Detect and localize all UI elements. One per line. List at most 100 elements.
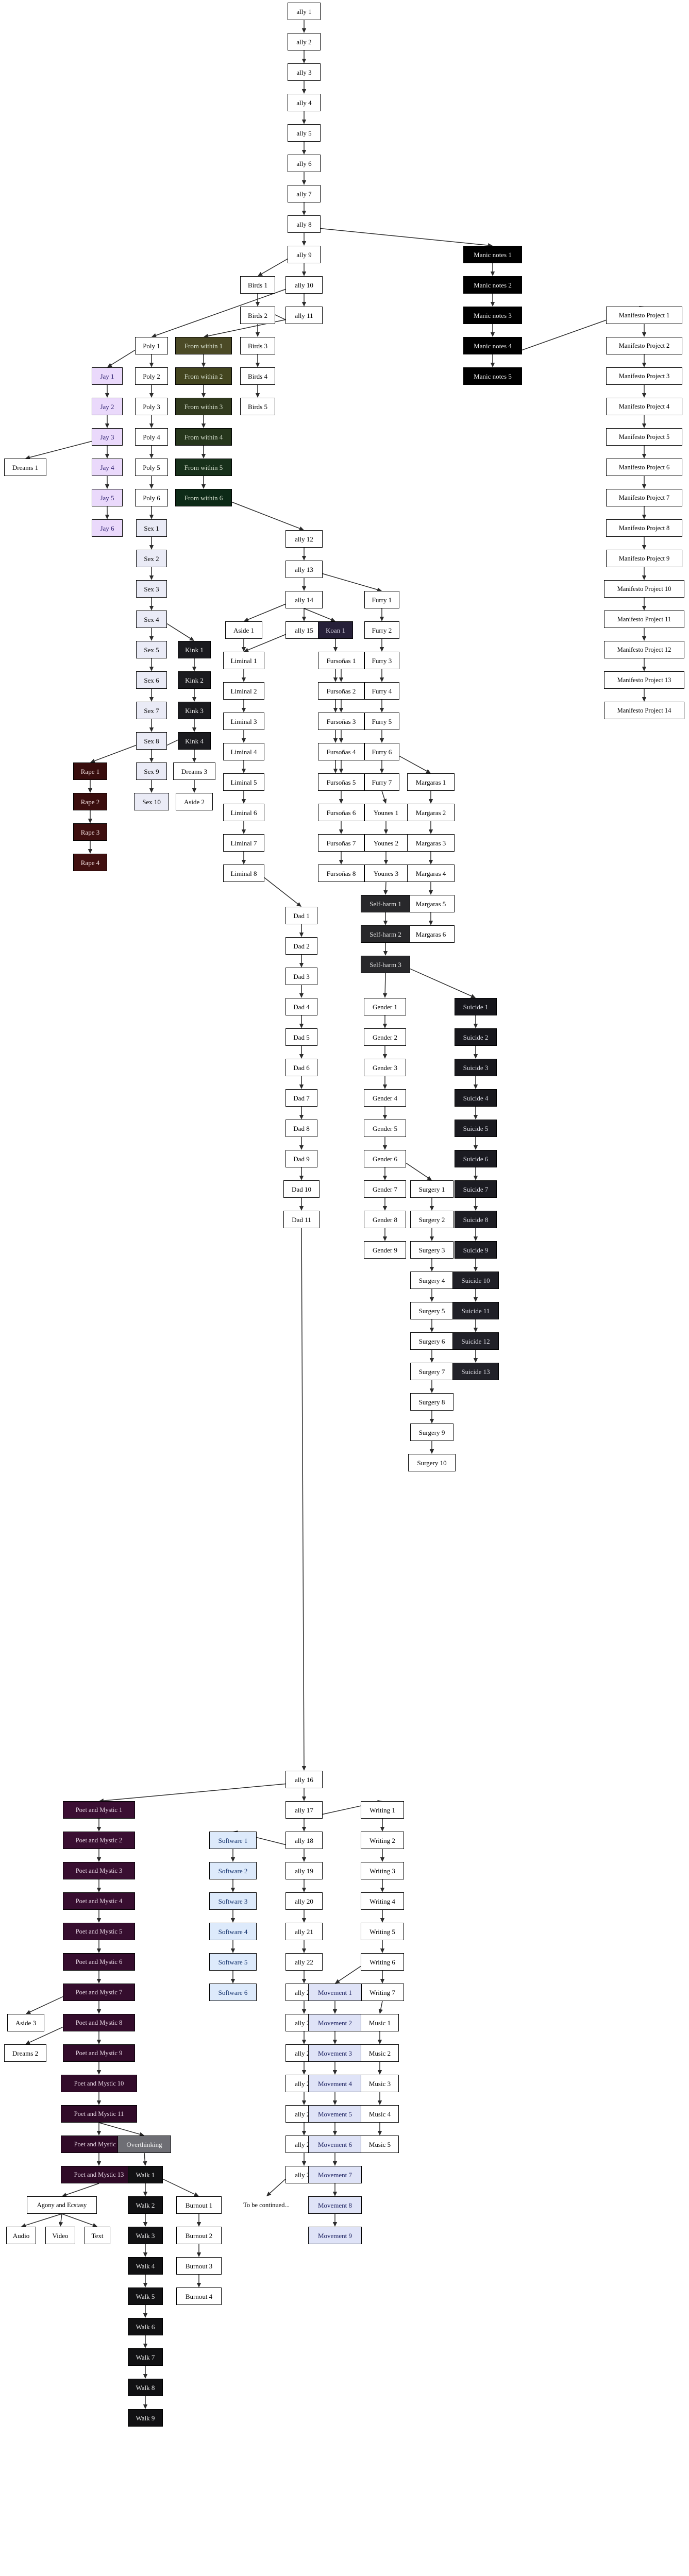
node-fw5[interactable]: From within 5 — [175, 459, 232, 476]
node-surg8[interactable]: Surgery 8 — [410, 1393, 453, 1411]
node-marg5[interactable]: Margaras 5 — [407, 895, 455, 912]
node-kink3[interactable]: Kink 3 — [178, 702, 211, 719]
node-tbc[interactable]: To be continued... — [233, 2196, 300, 2214]
node-fw1[interactable]: From within 1 — [175, 337, 232, 354]
node-mu4[interactable]: Music 4 — [361, 2105, 399, 2123]
node-surg7[interactable]: Surgery 7 — [410, 1363, 453, 1380]
node-dad10[interactable]: Dad 10 — [283, 1180, 320, 1198]
node-ally18[interactable]: ally 18 — [285, 1832, 323, 1849]
node-sui11[interactable]: Suicide 11 — [452, 1302, 499, 1319]
node-surg9[interactable]: Surgery 9 — [410, 1423, 453, 1441]
node-dreams1[interactable]: Dreams 1 — [4, 459, 46, 476]
node-gender7[interactable]: Gender 7 — [364, 1180, 406, 1198]
node-mani5[interactable]: Manifesto Project 5 — [606, 428, 682, 446]
node-surg10[interactable]: Surgery 10 — [408, 1454, 456, 1471]
node-surg4[interactable]: Surgery 4 — [410, 1272, 453, 1289]
node-gender6[interactable]: Gender 6 — [364, 1150, 406, 1167]
node-mani7[interactable]: Manifesto Project 7 — [606, 489, 682, 506]
node-pm4[interactable]: Poet and Mystic 4 — [63, 1892, 135, 1910]
node-walk8[interactable]: Walk 8 — [128, 2379, 163, 2396]
node-dad11[interactable]: Dad 11 — [283, 1211, 320, 1228]
node-walk6[interactable]: Walk 6 — [128, 2318, 163, 2335]
node-furry5[interactable]: Furry 5 — [364, 713, 399, 730]
node-sh2[interactable]: Self-harm 2 — [361, 925, 410, 943]
node-sex6[interactable]: Sex 6 — [136, 671, 167, 689]
node-lim4[interactable]: Liminal 4 — [223, 743, 264, 760]
node-ally19[interactable]: ally 19 — [285, 1862, 323, 1879]
node-sex3[interactable]: Sex 3 — [136, 580, 167, 598]
node-pm7[interactable]: Poet and Mystic 7 — [63, 1984, 135, 2001]
node-gender1[interactable]: Gender 1 — [364, 998, 406, 1015]
node-birds3[interactable]: Birds 3 — [240, 337, 275, 354]
node-fw2[interactable]: From within 2 — [175, 367, 232, 385]
node-aside1[interactable]: Aside 1 — [225, 621, 262, 639]
node-walk2[interactable]: Walk 2 — [128, 2196, 163, 2214]
node-wr7[interactable]: Writing 7 — [361, 1984, 404, 2001]
node-mani14[interactable]: Manifesto Project 14 — [604, 702, 684, 719]
node-manic5[interactable]: Manic notes 5 — [463, 367, 522, 385]
node-pm3[interactable]: Poet and Mystic 3 — [63, 1862, 135, 1879]
node-ally1[interactable]: ally 1 — [288, 3, 321, 20]
node-furs4[interactable]: Fursoñas 4 — [318, 743, 364, 760]
node-dad7[interactable]: Dad 7 — [285, 1089, 317, 1107]
node-lim3[interactable]: Liminal 3 — [223, 713, 264, 730]
node-lim6[interactable]: Liminal 6 — [223, 804, 264, 821]
node-sui12[interactable]: Suicide 12 — [452, 1332, 499, 1350]
node-furs5[interactable]: Fursoñas 5 — [318, 773, 364, 791]
node-lim1[interactable]: Liminal 1 — [223, 652, 264, 669]
node-furs3[interactable]: Fursoñas 3 — [318, 713, 364, 730]
node-ally5[interactable]: ally 5 — [288, 124, 321, 142]
node-mani11[interactable]: Manifesto Project 11 — [604, 611, 684, 628]
node-gender9[interactable]: Gender 9 — [364, 1241, 406, 1259]
node-mv7[interactable]: Movement 7 — [308, 2166, 362, 2183]
node-jay3[interactable]: Jay 3 — [92, 428, 123, 446]
node-younes2[interactable]: Younes 2 — [364, 834, 408, 852]
node-ally9[interactable]: ally 9 — [288, 246, 321, 263]
node-sex7[interactable]: Sex 7 — [136, 702, 167, 719]
node-mani13[interactable]: Manifesto Project 13 — [604, 671, 684, 689]
node-furs6[interactable]: Fursoñas 6 — [318, 804, 364, 821]
node-text[interactable]: Text — [85, 2227, 110, 2244]
node-aside2[interactable]: Aside 2 — [176, 793, 213, 810]
node-walk9[interactable]: Walk 9 — [128, 2409, 163, 2427]
node-poly2[interactable]: Poly 2 — [135, 367, 168, 385]
node-surg3[interactable]: Surgery 3 — [410, 1241, 453, 1259]
node-ally20[interactable]: ally 20 — [285, 1892, 323, 1910]
node-manic2[interactable]: Manic notes 2 — [463, 276, 522, 294]
node-mani12[interactable]: Manifesto Project 12 — [604, 641, 684, 658]
node-furs7[interactable]: Fursoñas 7 — [318, 834, 364, 852]
node-pm2[interactable]: Poet and Mystic 2 — [63, 1832, 135, 1849]
node-furry2[interactable]: Furry 2 — [364, 621, 399, 639]
node-sw6[interactable]: Software 6 — [209, 1984, 257, 2001]
node-rape1[interactable]: Rape 1 — [73, 762, 107, 780]
node-sh3[interactable]: Self-harm 3 — [361, 956, 410, 973]
node-poly1[interactable]: Poly 1 — [135, 337, 168, 354]
node-pm5[interactable]: Poet and Mystic 5 — [63, 1923, 135, 1940]
node-mani6[interactable]: Manifesto Project 6 — [606, 459, 682, 476]
node-sex9[interactable]: Sex 9 — [136, 762, 167, 780]
node-ally17[interactable]: ally 17 — [285, 1801, 323, 1819]
node-mu2[interactable]: Music 2 — [361, 2044, 399, 2062]
node-sw5[interactable]: Software 5 — [209, 1953, 257, 1971]
node-surg1[interactable]: Surgery 1 — [410, 1180, 453, 1198]
node-dad1[interactable]: Dad 1 — [285, 907, 317, 924]
node-marg3[interactable]: Margaras 3 — [407, 834, 455, 852]
node-burn2[interactable]: Burnout 2 — [176, 2227, 222, 2244]
node-walk1[interactable]: Walk 1 — [128, 2166, 163, 2183]
node-pm13[interactable]: Poet and Mystic 13 — [61, 2166, 137, 2183]
node-gender5[interactable]: Gender 5 — [364, 1120, 406, 1137]
node-pm10[interactable]: Poet and Mystic 10 — [61, 2075, 137, 2092]
node-birds2[interactable]: Birds 2 — [240, 307, 275, 324]
node-burn4[interactable]: Burnout 4 — [176, 2287, 222, 2305]
node-furs2[interactable]: Fursoñas 2 — [318, 682, 364, 700]
node-furry3[interactable]: Furry 3 — [364, 652, 399, 669]
node-rape3[interactable]: Rape 3 — [73, 823, 107, 841]
node-mani3[interactable]: Manifesto Project 3 — [606, 367, 682, 385]
node-ally6[interactable]: ally 6 — [288, 155, 321, 172]
node-sw2[interactable]: Software 2 — [209, 1862, 257, 1879]
node-manic3[interactable]: Manic notes 3 — [463, 307, 522, 324]
node-walk4[interactable]: Walk 4 — [128, 2257, 163, 2275]
node-pm6[interactable]: Poet and Mystic 6 — [63, 1953, 135, 1971]
node-poly4[interactable]: Poly 4 — [135, 428, 168, 446]
node-kink4[interactable]: Kink 4 — [178, 732, 211, 750]
